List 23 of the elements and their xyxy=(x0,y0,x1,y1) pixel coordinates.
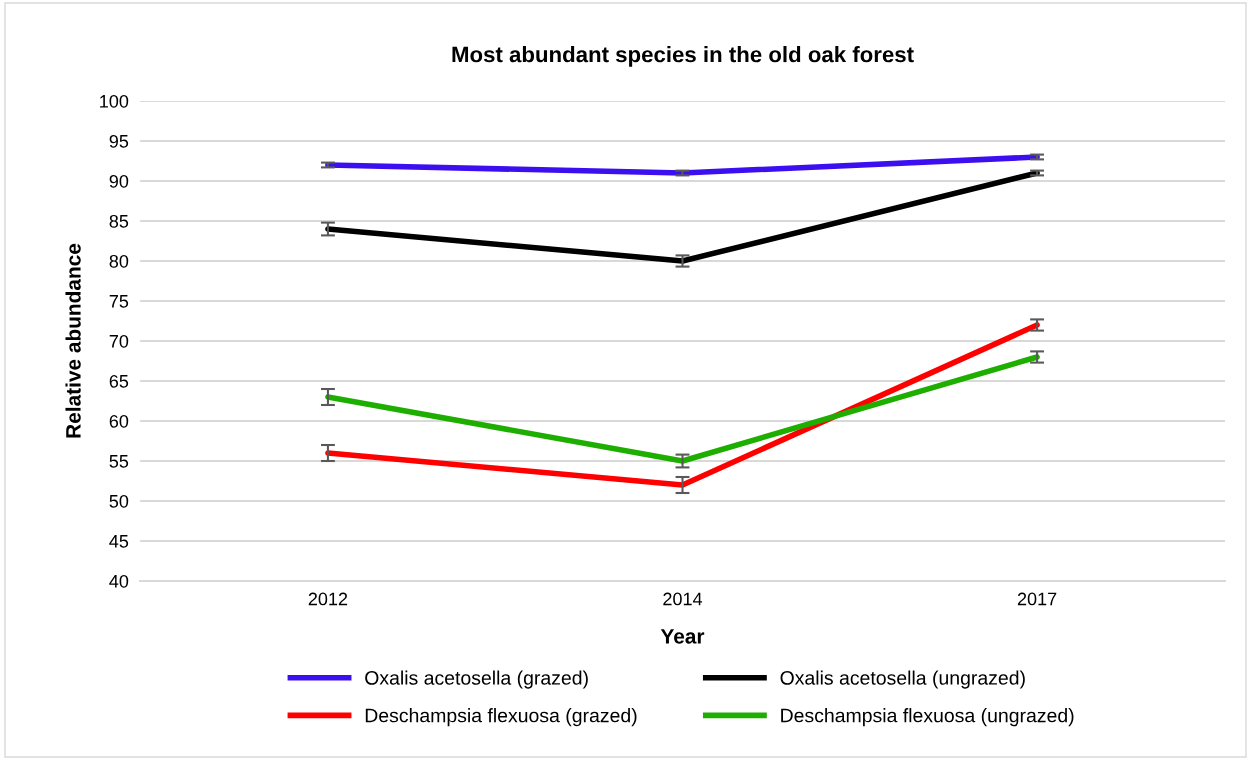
y-tick-label: 95 xyxy=(109,134,129,148)
legend-label: Deschampsia flexuosa (ungrazed) xyxy=(781,708,1074,727)
y-tick-label: 85 xyxy=(109,214,129,228)
y-tick-label: 80 xyxy=(109,254,129,268)
y-tick-label: 90 xyxy=(109,174,129,188)
y-tick-label: 60 xyxy=(109,414,129,428)
y-tick-label: 50 xyxy=(109,494,129,508)
legend-label: Oxalis acetosella (grazed) xyxy=(365,670,588,689)
y-tick-label: 40 xyxy=(109,574,129,588)
x-axis-title: Year xyxy=(660,629,705,644)
legend-label: Deschampsia flexuosa (grazed) xyxy=(365,708,637,727)
chart-title: Most abundant species in the old oak forest xyxy=(452,46,914,67)
y-tick-label: 65 xyxy=(109,374,129,388)
x-tick-label: 2017 xyxy=(1017,592,1057,606)
x-tick-label: 2014 xyxy=(663,592,703,606)
y-axis-title: Relative abundance xyxy=(65,243,81,438)
x-tick-label: 2012 xyxy=(308,592,348,606)
y-tick-label: 100 xyxy=(100,94,129,108)
y-tick-label: 45 xyxy=(109,535,129,548)
y-tick-label: 55 xyxy=(109,455,129,468)
y-tick-label: 75 xyxy=(109,295,129,308)
y-tick-label: 70 xyxy=(109,334,129,348)
legend-label: Oxalis acetosella (ungrazed) xyxy=(780,670,1025,689)
